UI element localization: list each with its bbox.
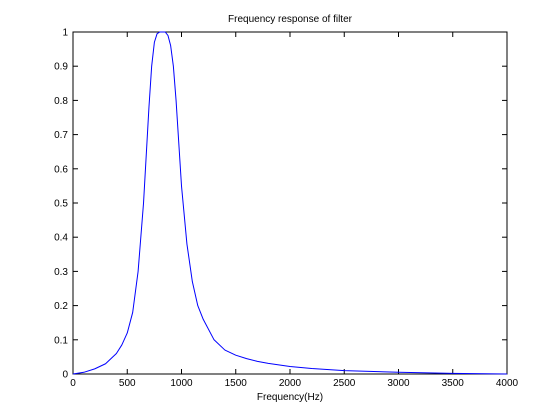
series-line-0 — [72, 31, 508, 375]
y-tick-label: 0.3 — [54, 267, 68, 278]
y-tick-label: 0.5 — [54, 199, 68, 210]
x-tick-label: 4000 — [496, 378, 519, 389]
x-tick-label: 500 — [119, 378, 136, 389]
x-tick-label: 1500 — [225, 378, 248, 389]
chart-title: Frequency response of filter — [228, 14, 353, 25]
y-tick-label: 1 — [62, 28, 68, 39]
y-tick-label: 0.7 — [54, 130, 68, 141]
x-tick-label: 0 — [70, 378, 76, 389]
y-tick-label: 0.9 — [54, 62, 68, 73]
series-layer — [72, 31, 508, 375]
y-tick-label: 0 — [62, 370, 68, 381]
x-tick-label: 3500 — [442, 378, 465, 389]
y-tick-label: 0.6 — [54, 164, 68, 175]
plot-area — [72, 31, 508, 375]
x-tick-label: 1000 — [170, 378, 193, 389]
x-axis: 0 500 1000 1500 2000 2500 3000 3500 4000 — [70, 32, 519, 389]
x-tick-label: 2000 — [279, 378, 302, 389]
y-tick-label: 0.8 — [54, 96, 68, 107]
y-tick-label: 0.4 — [54, 233, 68, 244]
x-tick-label: 2500 — [333, 378, 356, 389]
y-tick-label: 0.1 — [54, 335, 68, 346]
x-tick-label: 3000 — [387, 378, 410, 389]
y-tick-label: 0.2 — [54, 301, 68, 312]
x-axis-label: Frequency(Hz) — [257, 392, 323, 403]
